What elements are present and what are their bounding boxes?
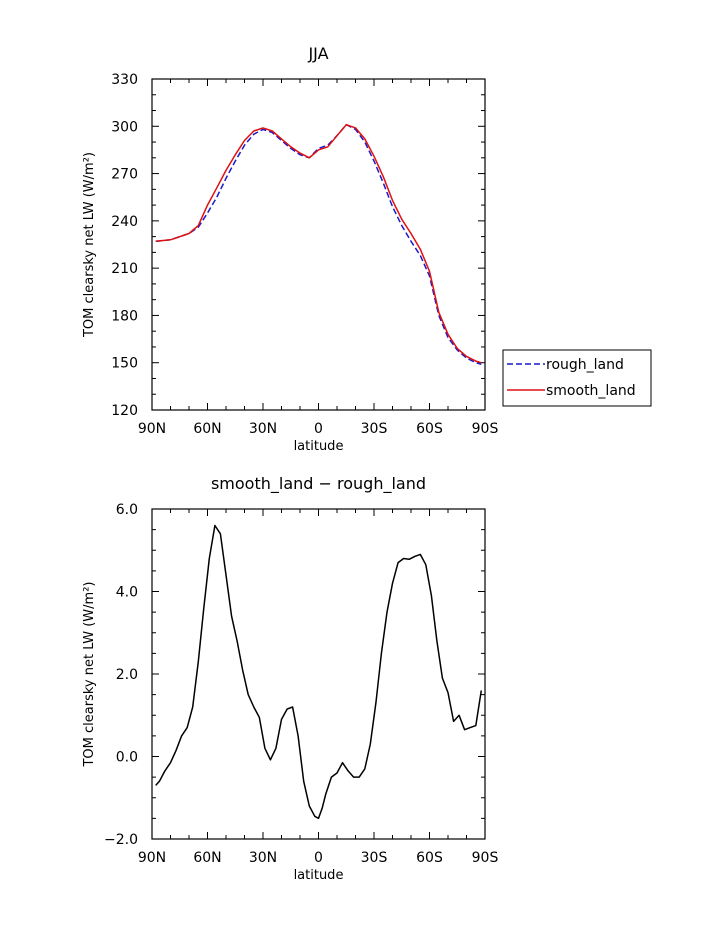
x-tick-label: 60S	[416, 850, 443, 866]
x-tick-label: 60N	[193, 850, 221, 866]
y-axis-label: TOM clearsky net LW (W/m²)	[82, 581, 97, 767]
x-tick-label: 30N	[249, 850, 277, 866]
x-tick-label: 90N	[138, 850, 166, 866]
x-tick-label: 90N	[138, 421, 166, 437]
y-tick-label: 210	[111, 261, 138, 277]
x-tick-label: 0	[314, 850, 323, 866]
legend-label-rough_land: rough_land	[546, 357, 624, 373]
x-axis-label: latitude	[294, 439, 344, 454]
y-tick-label: 300	[111, 119, 138, 135]
chart-title: smooth_land − rough_land	[211, 474, 426, 494]
y-tick-label: 2.0	[116, 667, 138, 683]
x-tick-label: 30N	[249, 421, 277, 437]
plot-frame	[151, 508, 486, 840]
x-tick-label: 60N	[193, 421, 221, 437]
y-tick-label: −2.0	[104, 832, 138, 848]
x-tick-label: 90S	[472, 421, 499, 437]
plot-frame	[151, 78, 486, 411]
y-tick-label: 180	[111, 308, 138, 324]
y-tick-label: 270	[111, 167, 138, 183]
series-line-series-0	[155, 524, 483, 820]
y-tick-label: 150	[111, 356, 138, 372]
y-tick-label: 330	[111, 72, 138, 88]
legend-box	[502, 349, 652, 407]
y-tick-label: 240	[111, 214, 138, 230]
series-line-rough_land	[155, 123, 482, 366]
y-tick-label: 120	[111, 403, 138, 419]
x-tick-label: 0	[314, 421, 323, 437]
top-chart: JJA 90N 60N 30N 0 30S 60S 90S 120 150 180 210 240 270…	[82, 44, 652, 454]
chart-title: JJA	[307, 44, 328, 63]
x-tick-label: 60S	[416, 421, 443, 437]
legend: rough_land smooth_land	[502, 349, 652, 407]
x-tick-label: 90S	[472, 850, 499, 866]
y-tick-label: 6.0	[116, 502, 138, 518]
bottom-chart: smooth_land − rough_land 90N 60N 30N 0 30S 60S…	[82, 474, 498, 883]
y-tick-label: 0.0	[116, 750, 138, 766]
x-tick-label: 30S	[361, 421, 388, 437]
x-axis-label: latitude	[294, 868, 344, 883]
series-line-smooth_land	[155, 123, 482, 364]
x-tick-label: 30S	[361, 850, 388, 866]
y-tick-label: 4.0	[116, 585, 138, 601]
y-axis-label: TOM clearsky net LW (W/m²)	[82, 152, 97, 338]
legend-label-smooth_land: smooth_land	[546, 383, 636, 399]
